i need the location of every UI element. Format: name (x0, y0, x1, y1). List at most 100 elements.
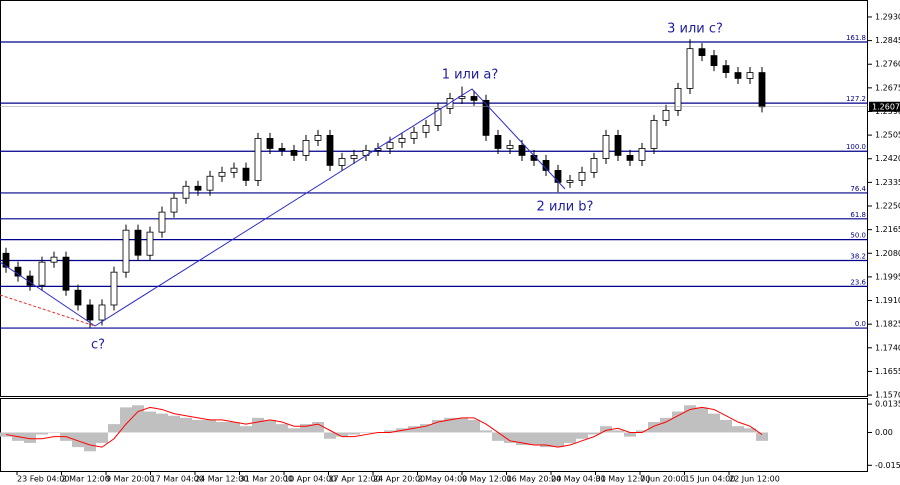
candle-body (242, 167, 250, 181)
wave-line (94, 88, 566, 327)
candle-body (314, 134, 322, 141)
histogram-bar (288, 428, 300, 433)
histogram-bar (420, 424, 432, 433)
wave-line (0, 261, 96, 327)
histogram-bar (0, 432, 12, 437)
y-tick-label: 0.01356 (875, 400, 900, 409)
histogram-bar (756, 432, 768, 441)
candle-body (602, 134, 610, 159)
candle-body (638, 148, 646, 161)
x-tick-label: 17 Apr 12:00 (329, 475, 381, 484)
y-tick-label: -0.0157 (875, 461, 900, 470)
candle-body (62, 256, 70, 291)
fib-label: 127.2 (846, 95, 866, 103)
histogram-bar (504, 432, 516, 443)
candle-body (482, 99, 490, 136)
wave-label: 1 или a? (442, 68, 499, 83)
histogram-bar (480, 430, 492, 433)
candle-body (14, 266, 22, 277)
histogram-bar (660, 417, 672, 433)
fib-label: 23.6 (850, 278, 866, 286)
dashed-line (0, 294, 96, 327)
candle-body (578, 171, 586, 181)
histogram-bar (216, 422, 228, 433)
candle-body (134, 229, 142, 256)
y-tick-label: 1.2420 (875, 154, 900, 163)
candle-body (698, 48, 706, 57)
histogram-bar (732, 426, 744, 433)
histogram-bar (84, 432, 96, 452)
histogram-bar (708, 413, 720, 433)
wave-label: c? (91, 338, 105, 353)
candle-body (86, 304, 94, 321)
x-tick-label: 9 Mar 20:00 (106, 475, 154, 484)
candle-body (266, 138, 274, 149)
histogram-bar (96, 432, 108, 443)
histogram-bar (552, 432, 564, 448)
histogram-bar (156, 413, 168, 433)
histogram-bar (324, 432, 336, 439)
x-tick-label: 10 Apr 04:00 (284, 475, 336, 484)
histogram-bar (408, 426, 420, 433)
histogram-bar (648, 422, 660, 433)
histogram-bar (144, 411, 156, 433)
y-tick-label: 1.2080 (875, 249, 900, 258)
x-tick-label: 31 May 12:00 (596, 475, 651, 484)
x-tick-label: 7 Jun 20:00 (640, 475, 686, 484)
candle-body (326, 134, 334, 166)
candle-body (566, 180, 574, 183)
histogram-bar (540, 432, 552, 448)
histogram-bar (564, 432, 576, 443)
candle-body (278, 148, 286, 151)
wave-lines (0, 88, 566, 327)
fib-label: 161.8 (846, 34, 866, 42)
histogram-bar (72, 432, 84, 448)
histogram-bar (336, 432, 348, 437)
candle-body (338, 158, 346, 166)
candle-body (590, 158, 598, 173)
histogram-bar (636, 430, 648, 433)
last-price-box (869, 101, 900, 112)
histogram-bar (528, 432, 540, 446)
histogram-bar (360, 432, 372, 433)
x-tick-label: 31 Mar 20:00 (240, 475, 293, 484)
histogram-bar (600, 426, 612, 433)
y-tick-label: 1.2760 (875, 60, 900, 69)
histogram-bar (48, 432, 60, 433)
x-tick-label: 24 Apr 20:00 (373, 475, 425, 484)
histogram-bar (624, 432, 636, 437)
histogram-bar (120, 407, 132, 433)
histogram-bar (444, 417, 456, 433)
candle-body (230, 167, 238, 173)
candle-body (410, 131, 418, 139)
x-tick-label: 22 Jun 12:00 (729, 475, 780, 484)
histogram-bar (264, 419, 276, 433)
candle-body (74, 289, 82, 306)
candle-body (146, 231, 154, 256)
candle-body (758, 72, 766, 108)
candle-body (2, 252, 10, 268)
fib-label: 38.2 (850, 252, 866, 260)
histogram-bar (348, 432, 360, 435)
histogram-bar (180, 417, 192, 433)
x-tick-label: 16 May 20:00 (507, 475, 562, 484)
y-tick-label: 1.2930 (875, 12, 900, 21)
histogram-bar (384, 430, 396, 433)
fib-label: 100.0 (846, 143, 866, 151)
histogram-bar (252, 417, 264, 433)
y-tick-label: 1.1825 (875, 320, 900, 329)
histogram-bar (300, 424, 312, 433)
histogram-bar (672, 411, 684, 433)
histogram-bar (276, 424, 288, 433)
candle-body (206, 175, 214, 191)
histogram-bar (516, 432, 528, 446)
candle-body (302, 139, 310, 156)
candle-body (350, 155, 358, 159)
histogram-bar (696, 407, 708, 433)
histogram-bar (684, 405, 696, 433)
y-tick-label: 1.1910 (875, 296, 900, 305)
histogram-bar (492, 432, 504, 441)
candle-body (194, 185, 202, 191)
candle-body (182, 185, 190, 199)
